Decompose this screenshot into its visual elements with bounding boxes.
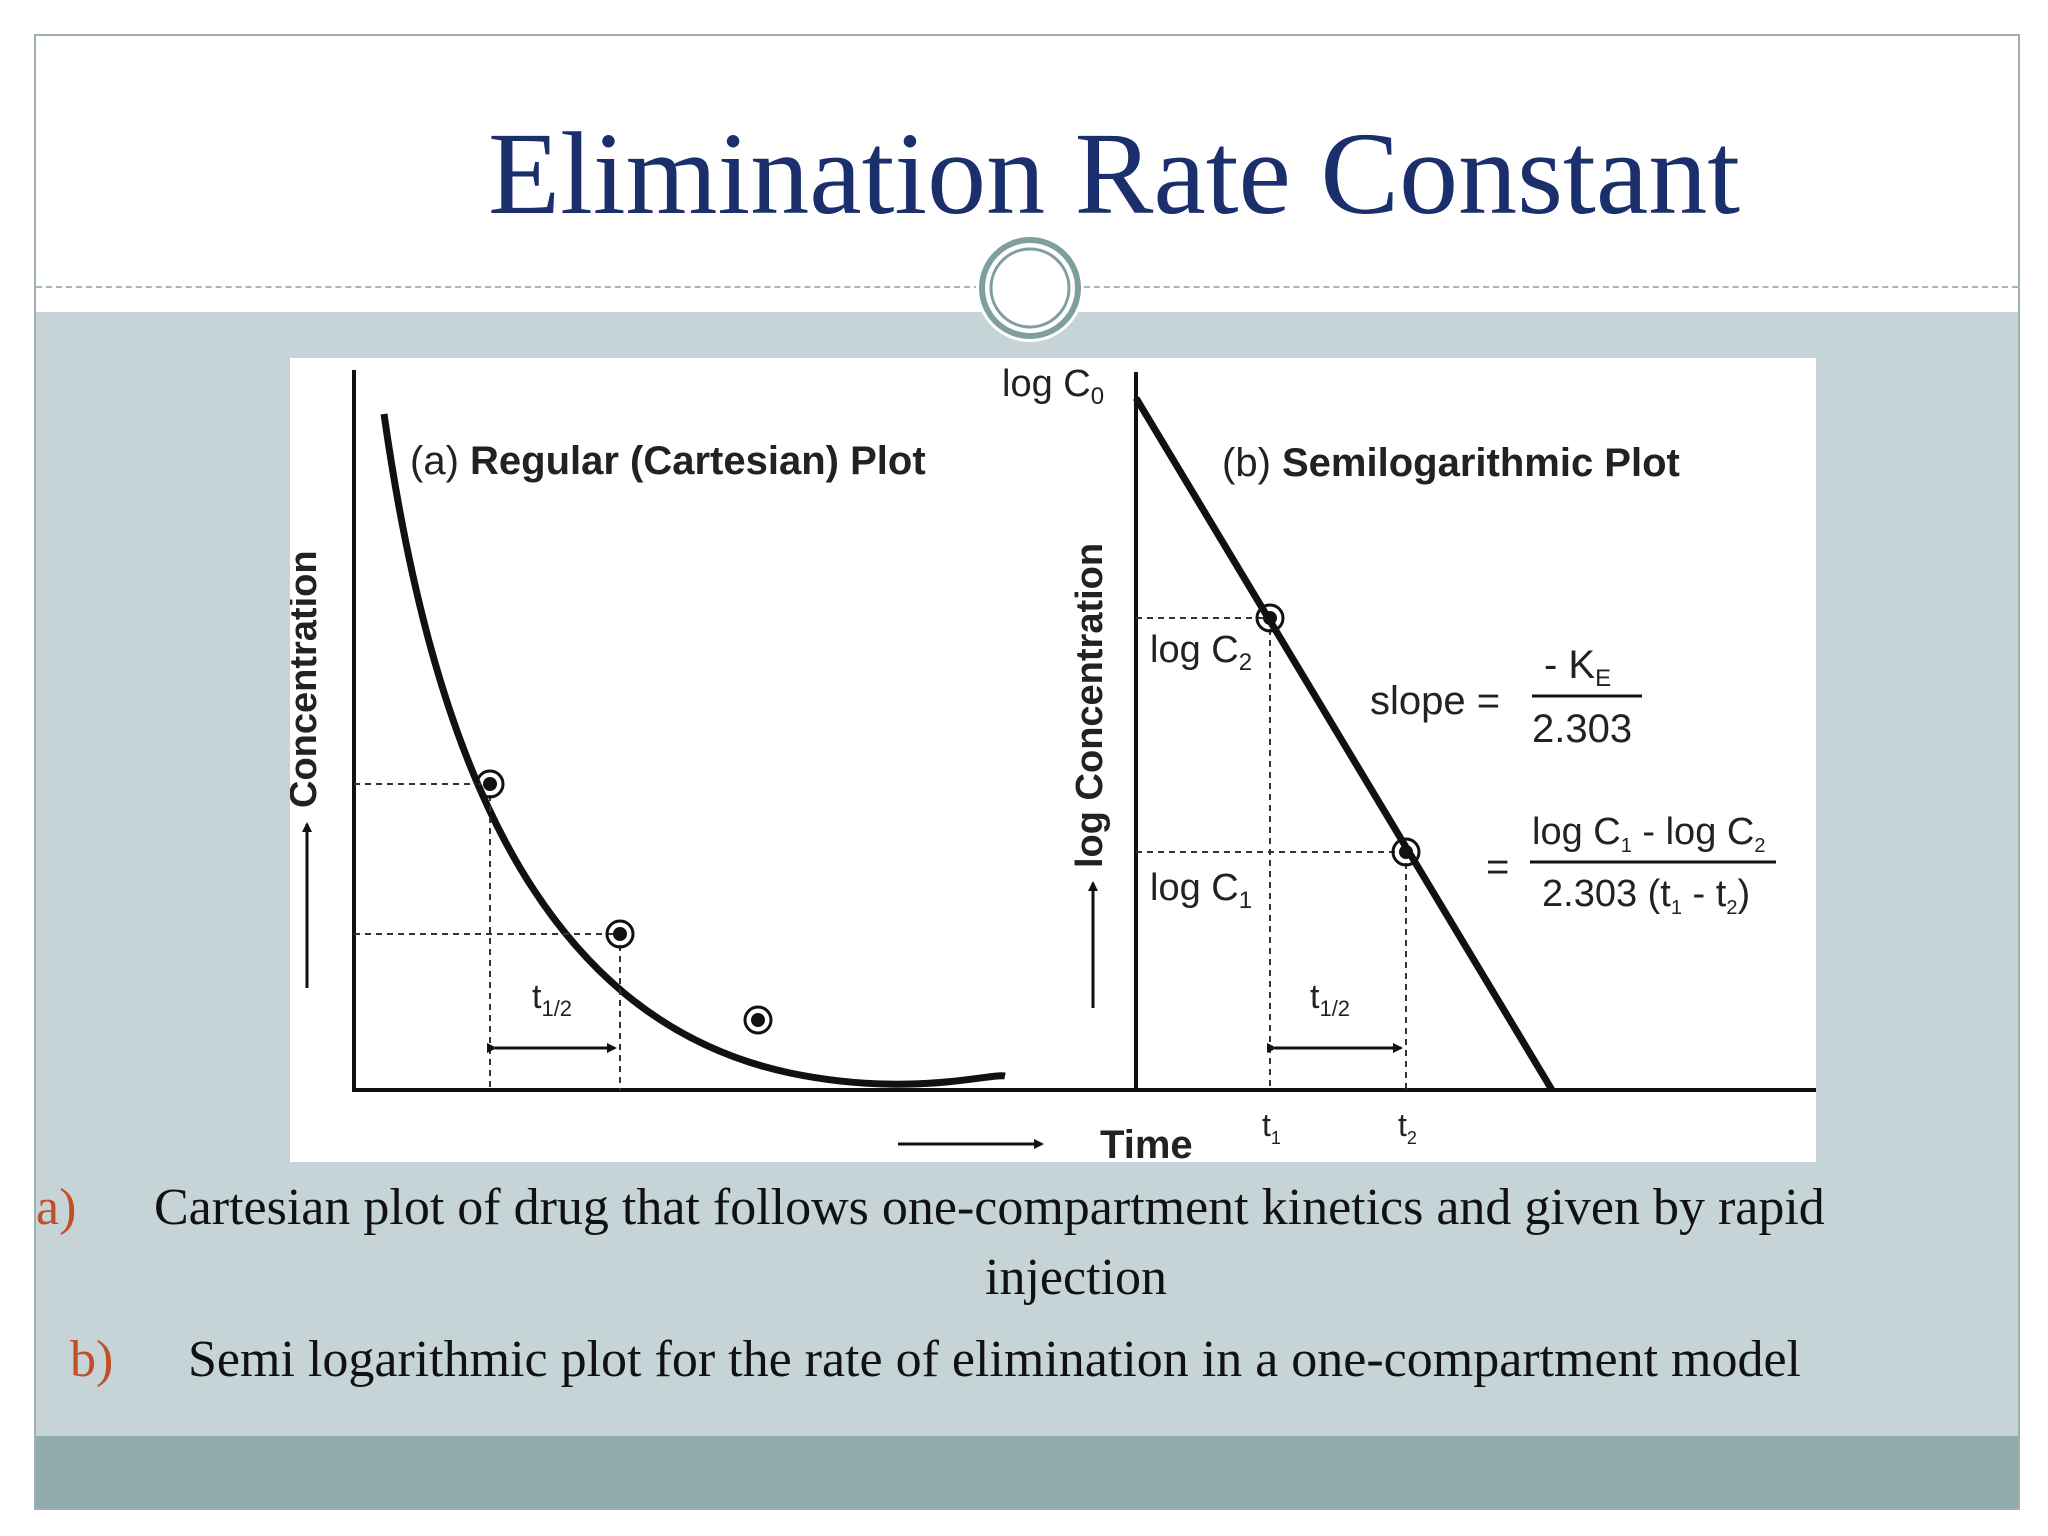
slope-denominator: 2.303: [1532, 707, 1632, 751]
equation-equals: =: [1486, 845, 1509, 889]
log-c1-label: log C1: [1150, 867, 1252, 914]
panel-b-y-label: log Concentration: [1069, 543, 1111, 868]
slide-title: Elimination Rate Constant: [488, 108, 1740, 239]
panel-a-point-3: [743, 1005, 773, 1035]
circle-ornament-icon: [974, 232, 1086, 344]
caption-a-marker: a): [36, 1179, 77, 1236]
panel-a-point-1: [475, 769, 505, 799]
panel-b-point-2: [1391, 837, 1421, 867]
caption-a-text: Cartesian plot of drug that follows one-…: [154, 1179, 1825, 1236]
caption-a-text-line2: injection: [985, 1249, 1167, 1306]
panel-a-title: (a) Regular (Cartesian) Plot: [410, 439, 926, 483]
footer-band: [36, 1436, 2018, 1508]
panel-b-half-life-label: t1/2: [1310, 978, 1350, 1021]
panel-a-y-label: Concentration: [290, 550, 325, 808]
equation-denominator: 2.303 (t1 - t2): [1542, 873, 1750, 919]
panel-b-elimination-line: [1133, 396, 1555, 1092]
slope-label: slope =: [1370, 679, 1500, 723]
panel-b-title: (b) Semilogarithmic Plot: [1222, 441, 1680, 485]
log-c2-label: log C2: [1150, 629, 1252, 676]
t2-label: t2: [1398, 1107, 1417, 1148]
slope-numerator: - KE: [1544, 643, 1611, 692]
caption-b-text: Semi logarithmic plot for the rate of el…: [188, 1331, 1801, 1388]
kinetics-figure: Concentration t1/2 (a) Regular (Cartesia…: [290, 363, 1816, 1162]
log-c0-label: log C0: [1002, 363, 1104, 410]
panel-b-point-1: [1255, 603, 1285, 633]
caption-b-marker: b): [70, 1331, 114, 1388]
t1-label: t1: [1262, 1107, 1281, 1148]
equation-numerator: log C1 - log C2: [1532, 811, 1765, 857]
figure-panel: Concentration t1/2 (a) Regular (Cartesia…: [290, 358, 1816, 1162]
x-axis-label: Time: [1100, 1123, 1193, 1162]
panel-a-point-2: [605, 919, 635, 949]
panel-a-half-life-label: t1/2: [532, 978, 572, 1021]
panel-a-decay-curve: [380, 413, 1006, 1088]
